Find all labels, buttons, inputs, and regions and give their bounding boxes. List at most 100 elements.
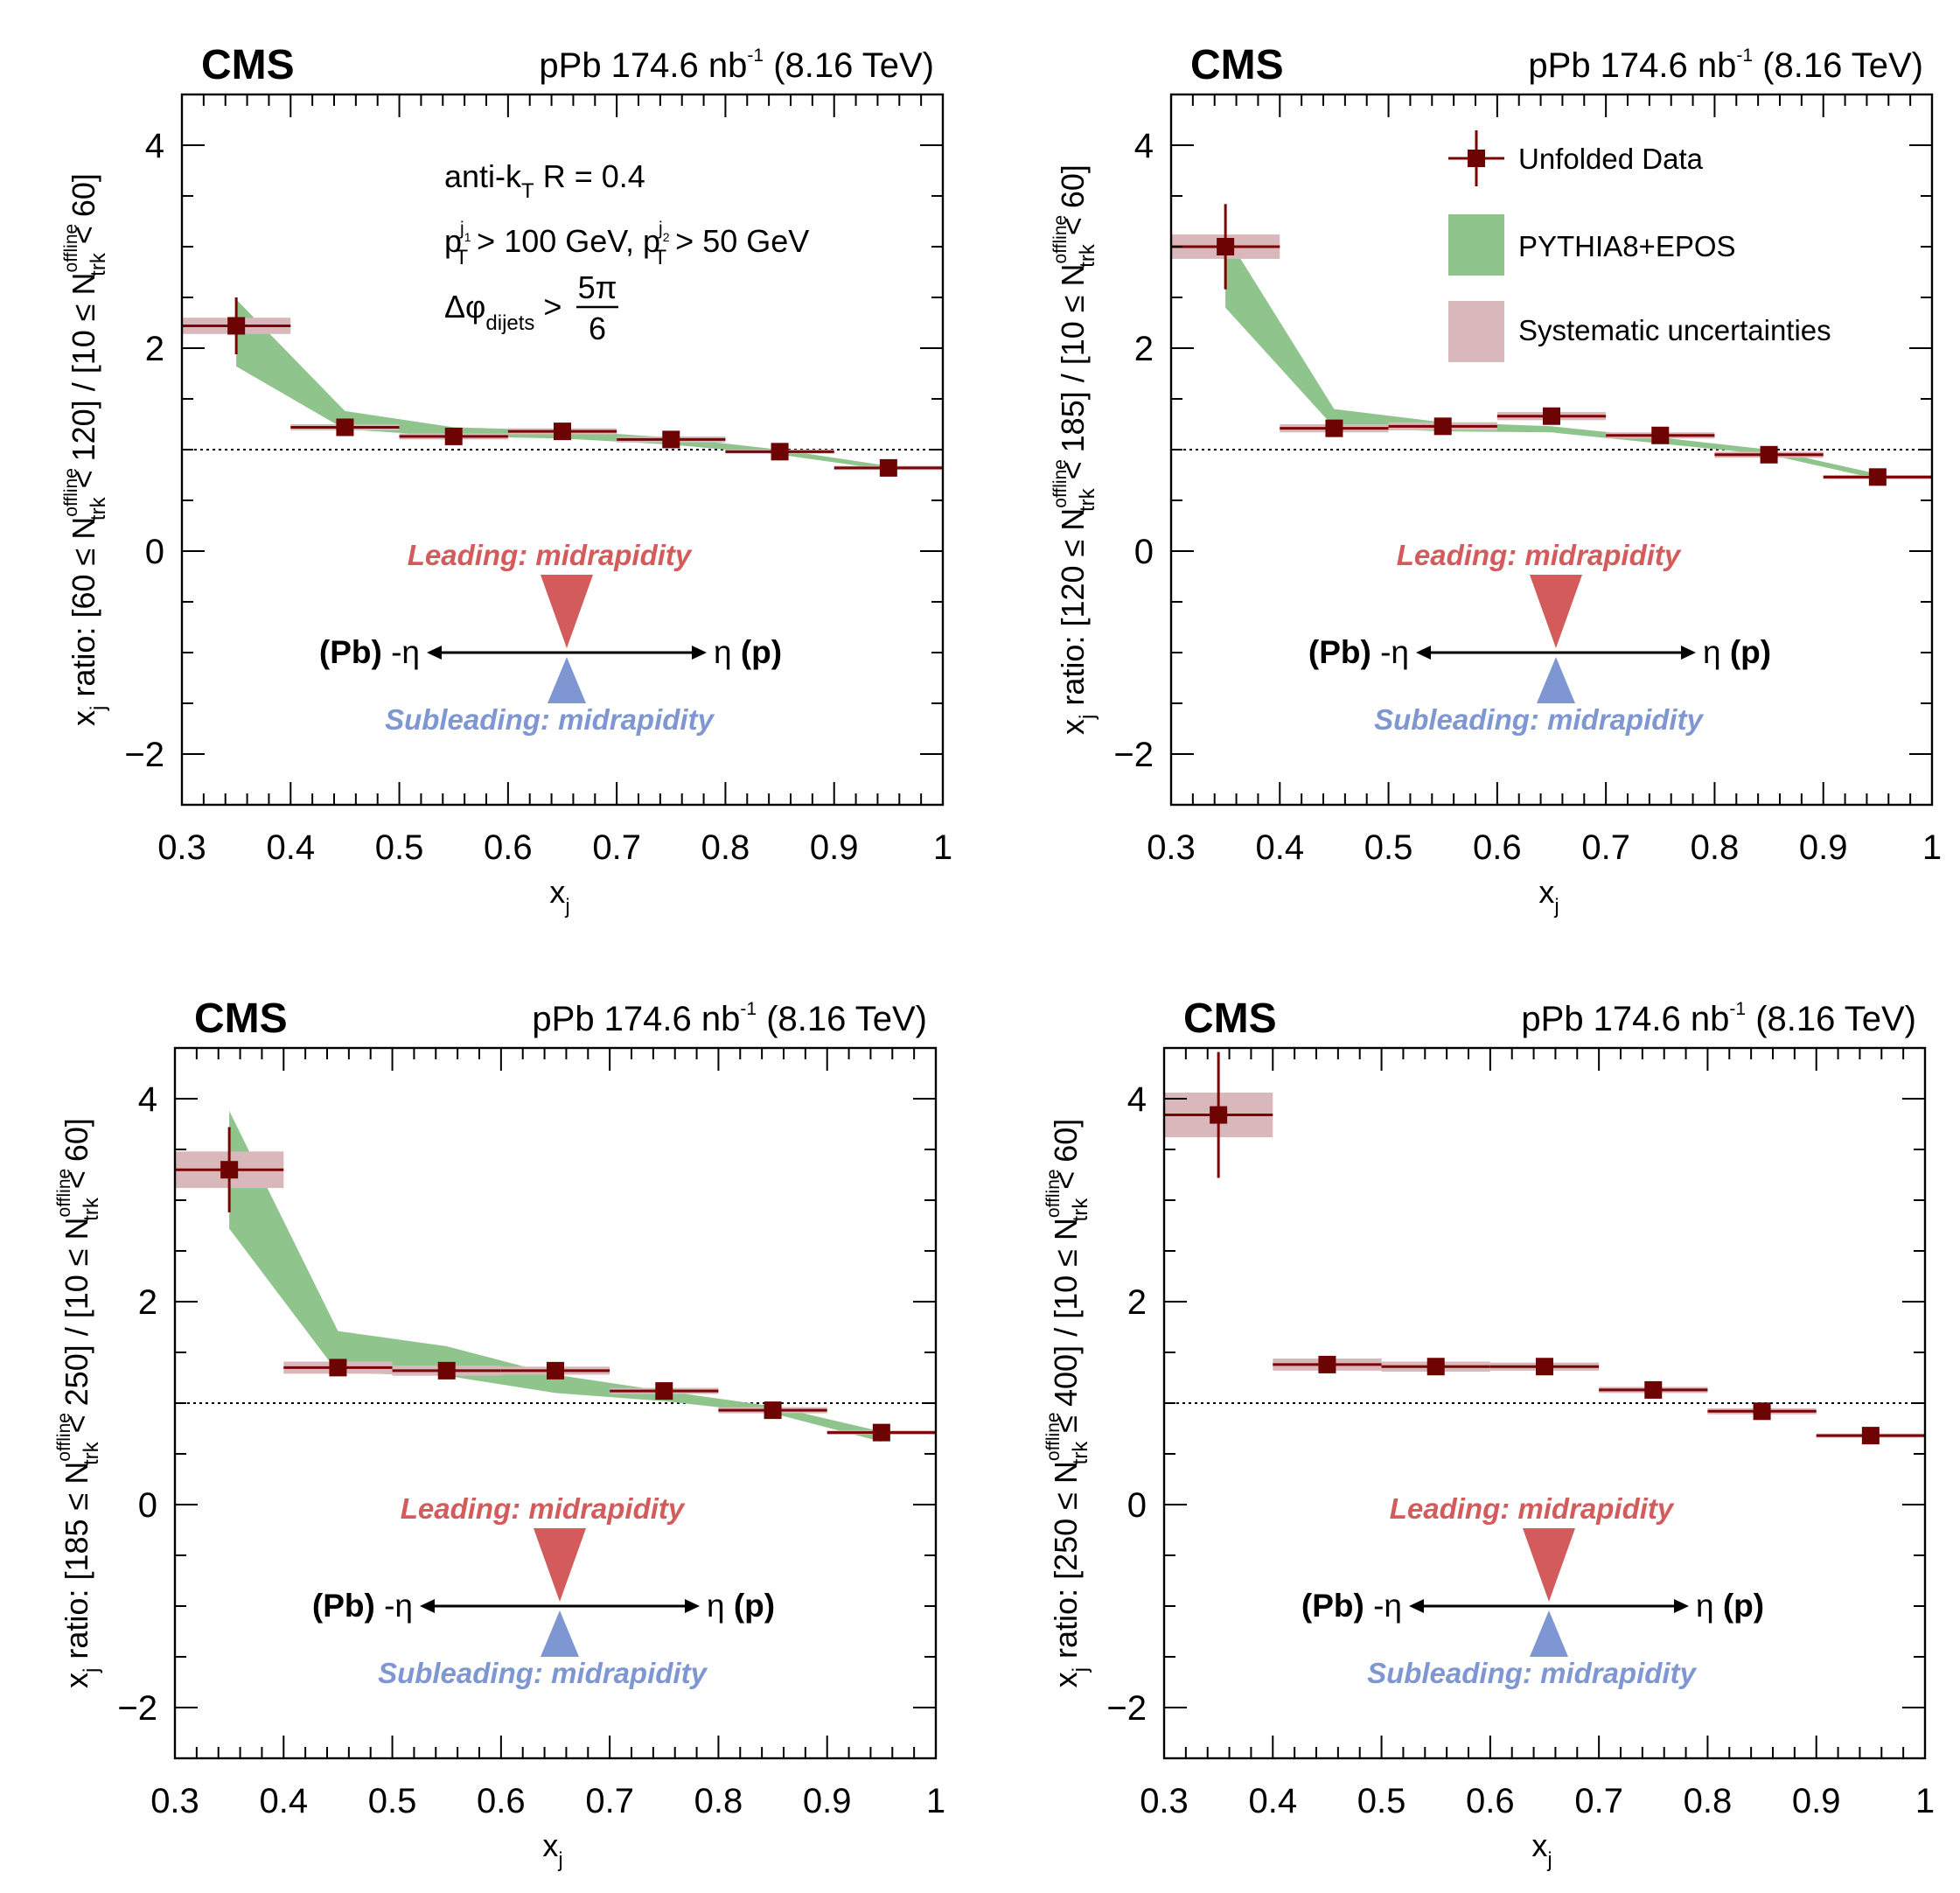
y-tick-label: −2 <box>1113 736 1154 774</box>
data-point <box>1760 445 1778 464</box>
data-point <box>1651 426 1670 444</box>
x-tick-label: 0.9 <box>803 1782 852 1820</box>
x-tick-label: 1 <box>1922 828 1942 867</box>
x-tick-label: 0.5 <box>1357 1782 1406 1820</box>
x-tick-label: 0.6 <box>1473 828 1522 867</box>
data-point <box>437 1361 456 1380</box>
subleading-triangle <box>548 657 586 703</box>
x-tick-label: 0.7 <box>585 1782 634 1820</box>
luminosity-label: pPb 174.6 nb-1 (8.16 TeV) <box>539 45 934 85</box>
data-point <box>1536 1358 1553 1376</box>
subleading-label: Subleading: midrapidity <box>378 1657 708 1689</box>
data-point <box>220 1161 239 1179</box>
subleading-label: Subleading: midrapidity <box>1374 703 1705 736</box>
x-tick-label: 0.7 <box>592 828 641 867</box>
data-point <box>1861 1427 1880 1445</box>
cms-label: CMS <box>194 995 288 1042</box>
p-direction-label: η (p) <box>707 1588 775 1624</box>
leading-label: Leading: midrapidity <box>408 539 693 571</box>
pb-direction-label: (Pb) -η <box>312 1588 413 1624</box>
legend-label-mc: PYTHIA8+EPOS <box>1518 230 1736 262</box>
x-tick-label: 0.3 <box>1147 828 1196 867</box>
data-point <box>872 1423 890 1442</box>
data-point <box>227 317 246 335</box>
y-tick-label: −2 <box>117 1689 157 1728</box>
arrow-left-head <box>1416 646 1431 660</box>
legend-label-syst: Systematic uncertainties <box>1518 314 1831 346</box>
data-point <box>879 458 897 477</box>
luminosity-label: pPb 174.6 nb-1 (8.16 TeV) <box>1521 999 1916 1038</box>
cms-label: CMS <box>1183 995 1277 1042</box>
leading-label: Leading: midrapidity <box>401 1492 686 1525</box>
y-tick-label: 0 <box>1134 533 1154 571</box>
pb-direction-label: (Pb) -η <box>1308 634 1409 670</box>
y-tick-label: −2 <box>124 736 164 774</box>
data-point <box>1868 468 1887 486</box>
arrow-left-head <box>1409 1599 1424 1613</box>
data-point <box>1426 1358 1445 1376</box>
x-tick-label: 0.6 <box>477 1782 526 1820</box>
x-tick-label: 0.3 <box>157 828 206 867</box>
x-tick-label: 0.4 <box>1255 828 1304 867</box>
legend-mc-swatch <box>1448 214 1504 276</box>
data-point <box>329 1359 347 1377</box>
x-tick-label: 0.5 <box>368 1782 417 1820</box>
x-tick-label: 0.8 <box>1684 1782 1733 1820</box>
data-point <box>1318 1355 1336 1373</box>
mc-band <box>236 299 889 471</box>
y-tick-label: 4 <box>1127 1080 1147 1119</box>
data-point <box>1210 1106 1228 1124</box>
p-direction-label: η (p) <box>714 634 782 670</box>
subleading-triangle <box>1537 657 1575 703</box>
x-tick-label: 0.4 <box>266 828 315 867</box>
arrow-left-head <box>420 1599 435 1613</box>
mc-band <box>1225 234 1878 479</box>
x-axis-label: xj <box>1531 1827 1552 1872</box>
y-axis-label: xj ratio: [250 ≤ Noffline trk ≤ 400] / [1… <box>1043 1119 1092 1688</box>
arrow-right-head <box>1674 1599 1689 1613</box>
data-point <box>554 423 571 441</box>
data-point <box>771 443 789 461</box>
dphi-denominator: 6 <box>589 311 606 346</box>
y-tick-label: 4 <box>145 127 164 165</box>
luminosity-label: pPb 174.6 nb-1 (8.16 TeV) <box>1528 45 1923 85</box>
dphi-numerator: 5π <box>578 269 617 305</box>
mc-band <box>229 1110 882 1442</box>
y-tick-label: 4 <box>138 1080 157 1119</box>
leading-label: Leading: midrapidity <box>1390 1492 1675 1525</box>
data-point <box>655 1382 673 1401</box>
legend-syst-swatch <box>1448 301 1504 362</box>
data-point <box>1644 1380 1663 1399</box>
legend-label-data: Unfolded Data <box>1518 143 1704 175</box>
legend: Unfolded Data PYTHIA8+EPOS Systematic unce… <box>1448 130 1831 362</box>
panel-1: 0.3 0.4 0.5 0.6 0.7 0.8 0.9 1 −2 0 2 4 xj xj ratio: [… <box>61 42 952 919</box>
y-tick-label: 4 <box>1134 127 1154 165</box>
arrow-right-head <box>685 1599 700 1613</box>
x-tick-label: 1 <box>1915 1782 1935 1820</box>
data-point <box>336 418 354 437</box>
data-point <box>662 430 680 449</box>
x-tick-label: 0.9 <box>1792 1782 1841 1820</box>
y-tick-label: 0 <box>138 1486 157 1525</box>
subleading-label: Subleading: midrapidity <box>385 703 715 736</box>
x-axis-label: xj <box>1538 874 1559 919</box>
x-tick-label: 0.8 <box>701 828 750 867</box>
data-point <box>1325 419 1343 437</box>
data-point <box>1753 1402 1771 1421</box>
data-point <box>1217 238 1235 255</box>
p-direction-label: η (p) <box>1696 1588 1764 1624</box>
data-point <box>1433 417 1452 436</box>
panel-3: 0.3 0.4 0.5 0.6 0.7 0.8 0.9 1 −2 0 2 4 xj xj ratio: [… <box>54 995 945 1872</box>
x-tick-label: 0.8 <box>1691 828 1740 867</box>
panel-4: 0.3 0.4 0.5 0.6 0.7 0.8 0.9 1 −2 0 2 4 xj xj ratio: [… <box>1043 995 1935 1872</box>
y-axis-label: xj ratio: [185 ≤ Noffline trk < 250] / [1… <box>54 1118 103 1688</box>
x-tick-label: 0.3 <box>1140 1782 1189 1820</box>
cms-label: CMS <box>201 42 295 88</box>
subleading-triangle <box>541 1610 579 1657</box>
arrow-right-head <box>1681 646 1696 660</box>
leading-label: Leading: midrapidity <box>1397 539 1682 571</box>
x-tick-label: 0.7 <box>1581 828 1630 867</box>
y-tick-label: 2 <box>138 1283 157 1322</box>
x-tick-label: 0.6 <box>1466 1782 1515 1820</box>
pt-cut-label: pj1 T > 100 GeV, pj2 T > 50 GeV <box>444 219 809 269</box>
